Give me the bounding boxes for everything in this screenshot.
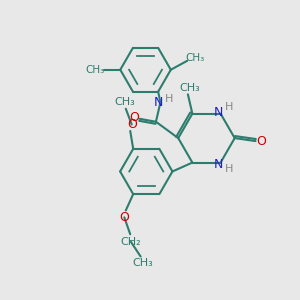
Text: N: N [214,106,223,119]
Text: O: O [119,211,129,224]
Text: H: H [225,164,233,174]
Text: N: N [214,158,223,171]
Text: N: N [154,96,164,109]
Text: CH₃: CH₃ [179,83,200,93]
Text: CH₃: CH₃ [132,258,153,268]
Text: CH₂: CH₂ [121,237,141,247]
Text: CH₃: CH₃ [115,97,135,107]
Text: H: H [225,102,233,112]
Text: CH₃: CH₃ [85,65,105,75]
Text: O: O [129,111,139,124]
Text: O: O [256,135,266,148]
Text: CH₃: CH₃ [186,53,205,64]
Text: O: O [127,118,137,131]
Text: H: H [165,94,173,104]
